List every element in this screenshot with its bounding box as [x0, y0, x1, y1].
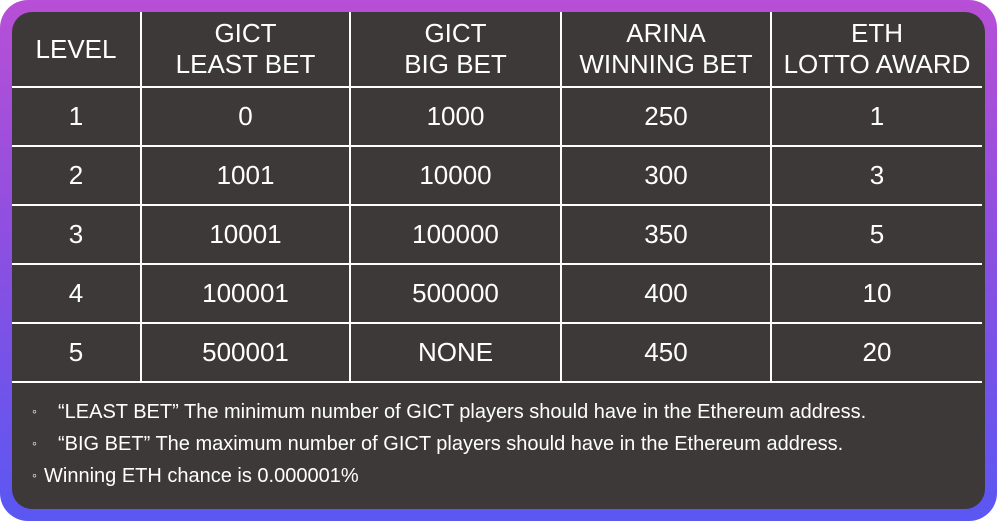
- note-text: Winning ETH chance is 0.000001%: [44, 465, 359, 487]
- note-winning-chance: ◦ Winning ETH chance is 0.000001%: [32, 461, 866, 493]
- cell-big-bet: 500000: [349, 263, 561, 323]
- notes-list: ◦ “LEAST BET” The minimum number of GICT …: [32, 397, 866, 493]
- cell-least-bet: 0: [140, 86, 350, 146]
- header-arina-winning-bet: ARINA WINNING BET: [560, 12, 771, 87]
- header-gict-least-bet-line-2: LEAST BET: [175, 49, 316, 79]
- cell-lotto-award: 20: [770, 322, 982, 383]
- cell-level: 1: [12, 86, 141, 146]
- table-row: 3 10001 100000 350 5: [12, 204, 982, 264]
- bullet-icon: ◦: [32, 435, 37, 451]
- header-gict-big-bet: GICT BIG BET: [349, 12, 561, 87]
- cell-big-bet: 100000: [349, 204, 561, 264]
- bullet-icon: ◦: [32, 467, 37, 483]
- cell-level: 4: [12, 263, 141, 323]
- level-table: LEVEL GICT LEAST BET GICT BIG BET ARINA …: [12, 12, 982, 383]
- note-least-bet: ◦ “LEAST BET” The minimum number of GICT …: [32, 397, 866, 429]
- note-text: The maximum number of GICT players shoul…: [155, 433, 844, 455]
- cell-big-bet: 10000: [349, 145, 561, 205]
- cell-lotto-award: 3: [770, 145, 982, 205]
- cell-winning-bet: 300: [560, 145, 771, 205]
- header-eth-lotto-award: ETH LOTTO AWARD: [770, 12, 982, 87]
- cell-winning-bet: 250: [560, 86, 771, 146]
- cell-least-bet: 100001: [140, 263, 350, 323]
- cell-winning-bet: 350: [560, 204, 771, 264]
- table-row: 1 0 1000 250 1: [12, 86, 982, 146]
- header-gict-big-bet-line-1: GICT: [424, 18, 487, 48]
- header-gict-least-bet-line-1: GICT: [214, 18, 277, 48]
- header-eth-lotto-award-line-2: LOTTO AWARD: [783, 49, 971, 79]
- cell-winning-bet: 400: [560, 263, 771, 323]
- lottery-rules-panel: LEVEL GICT LEAST BET GICT BIG BET ARINA …: [12, 12, 985, 509]
- cell-least-bet: 10001: [140, 204, 350, 264]
- cell-lotto-award: 5: [770, 204, 982, 264]
- table-row: 5 500001 NONE 450 20: [12, 322, 982, 383]
- cell-lotto-award: 10: [770, 263, 982, 323]
- note-big-bet: ◦ “BIG BET” The maximum number of GICT pl…: [32, 429, 866, 461]
- cell-level: 2: [12, 145, 141, 205]
- note-term: “LEAST BET”: [58, 401, 179, 423]
- header-level: LEVEL: [12, 12, 141, 87]
- cell-lotto-award: 1: [770, 86, 982, 146]
- table-row: 4 100001 500000 400 10: [12, 263, 982, 323]
- note-term: “BIG BET”: [58, 433, 151, 455]
- cell-level: 5: [12, 322, 141, 383]
- header-eth-lotto-award-line-1: ETH: [851, 18, 903, 48]
- cell-least-bet: 500001: [140, 322, 350, 383]
- header-arina-winning-bet-line-2: WINNING BET: [579, 49, 753, 79]
- bullet-icon: ◦: [32, 403, 37, 419]
- header-gict-big-bet-line-2: BIG BET: [404, 49, 507, 79]
- cell-big-bet: NONE: [349, 322, 561, 383]
- table-header-row: LEVEL GICT LEAST BET GICT BIG BET ARINA …: [12, 12, 982, 87]
- header-level-line-1: LEVEL: [35, 33, 117, 64]
- header-gict-least-bet: GICT LEAST BET: [140, 12, 350, 87]
- table-row: 2 1001 10000 300 3: [12, 145, 982, 205]
- cell-least-bet: 1001: [140, 145, 350, 205]
- cell-level: 3: [12, 204, 141, 264]
- note-text: The minimum number of GICT players shoul…: [183, 401, 867, 423]
- header-arina-winning-bet-line-1: ARINA: [626, 18, 706, 48]
- cell-big-bet: 1000: [349, 86, 561, 146]
- cell-winning-bet: 450: [560, 322, 771, 383]
